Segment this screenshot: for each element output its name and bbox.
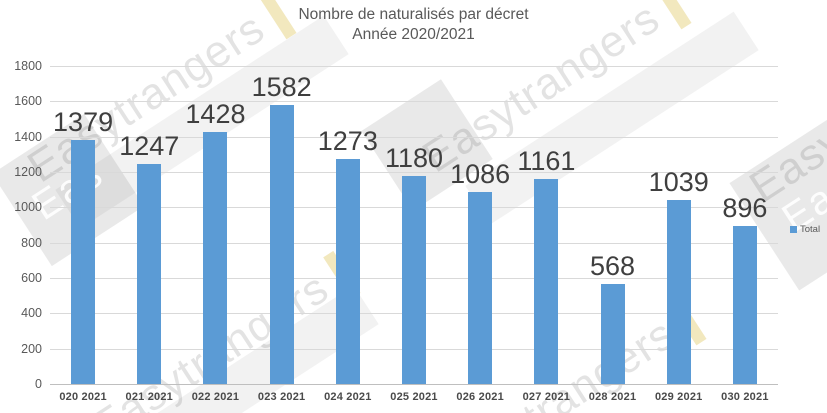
bar-value-label: 1180 [384,142,444,173]
x-axis-label: 021 2021 [125,391,173,403]
bar [269,104,294,384]
chart-subtitle: Année 2020/2021 [352,26,475,43]
x-axis-label: 023 2021 [257,391,306,403]
x-axis-label: 030 2021 [721,391,769,403]
y-axis-label: 200 [21,341,42,356]
legend-swatch-icon [790,226,797,233]
x-axis-label: 026 2021 [456,391,504,403]
x-axis-label: 022 2021 [191,391,240,403]
bar-value-label: 1161 [517,145,576,176]
y-axis-label: 1400 [14,129,42,144]
bar-value-label: 1428 [185,98,246,129]
x-axis-label: 027 2021 [522,391,571,403]
bar-value-label: 1039 [648,167,709,198]
chart-title: Nombre de naturalisés par décret [298,6,529,23]
y-axis-label: 1000 [14,200,42,215]
bar [600,283,625,384]
bar [402,175,426,384]
legend: Total [790,224,820,235]
y-axis-label: 400 [21,306,42,321]
y-axis-label: 1200 [14,165,42,179]
gridline [50,66,778,67]
bar [137,163,162,384]
x-axis-label: 028 2021 [588,391,637,403]
y-axis-label: 1600 [14,94,42,109]
y-axis-label: 1800 [14,59,42,73]
bar-value-label: 1247 [119,130,180,161]
bar [71,140,96,384]
y-axis-label: 800 [21,235,42,250]
x-axis-line [50,384,778,385]
bar [666,200,691,384]
gridline [50,101,778,103]
bar-value-label: 568 [590,250,636,281]
x-axis-label: 029 2021 [654,391,703,403]
legend-label: Total [800,224,821,235]
y-axis-label: 600 [21,271,42,285]
x-axis-label: 025 2021 [390,391,438,403]
x-axis-label: 024 2021 [324,391,372,403]
gridline [50,172,778,173]
bar-value-label: 1582 [251,71,312,102]
bar-value-label: 896 [722,192,768,223]
bar [534,178,559,384]
bar [203,131,228,384]
bar-value-label: 1273 [317,126,378,157]
bar [468,192,493,384]
bar-value-label: 1379 [53,107,114,138]
y-axis-label: 0 [35,377,42,391]
gridline [50,136,778,138]
bar-value-label: 1086 [450,159,511,190]
x-axis-label: 020 2021 [59,391,107,403]
bar [335,159,360,384]
bar [732,225,757,384]
